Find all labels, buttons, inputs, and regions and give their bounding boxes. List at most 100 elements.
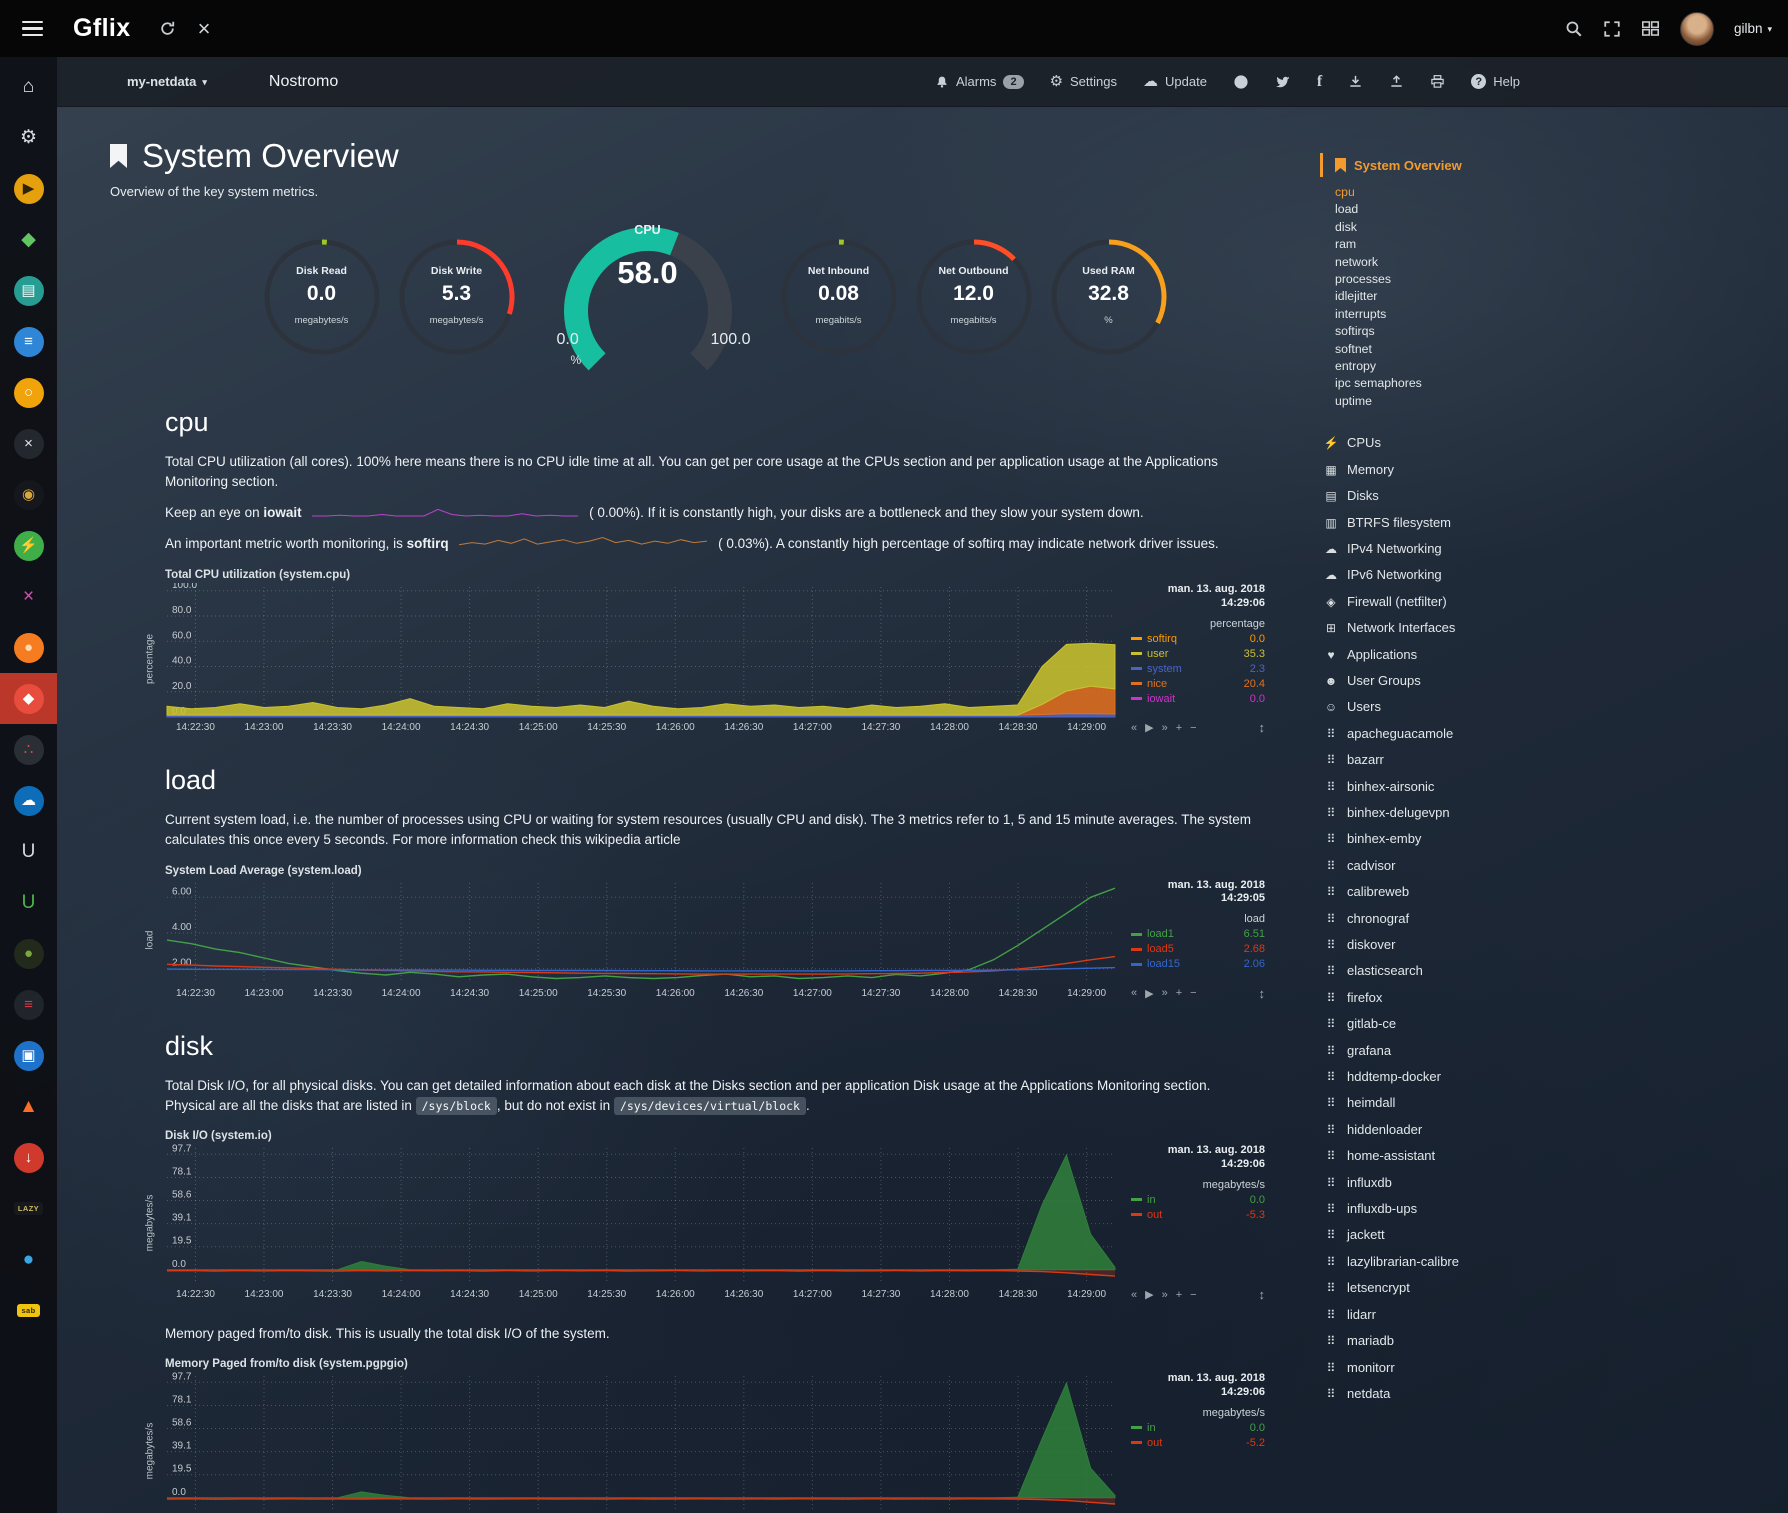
app-teal-stack[interactable]: ▤ (0, 265, 57, 316)
user-menu[interactable]: gilbn ▾ (1733, 21, 1772, 36)
app-settings[interactable]: ⚙ (0, 112, 57, 163)
sidebar-item-monitorr[interactable]: ⠿ monitorr (1320, 1355, 1570, 1381)
chart-zoom-out-icon[interactable]: − (1190, 987, 1197, 999)
app-olive-round[interactable]: ● (0, 928, 57, 979)
legend-row-nice[interactable]: nice 20.4 (1131, 678, 1265, 690)
chart-play-icon[interactable]: ▶ (1145, 1289, 1154, 1301)
legend-row-load5[interactable]: load5 2.68 (1131, 943, 1265, 955)
sidebar-item-network-interfaces[interactable]: ⊞ Network Interfaces (1320, 615, 1570, 641)
sidebar-item-interrupts[interactable]: interrupts (1335, 306, 1387, 321)
app-orange-flame[interactable]: ▲ (0, 1081, 57, 1132)
sidebar-item-binhex-delugevpn[interactable]: ⠿ binhex-delugevpn (1320, 800, 1570, 826)
legend-row-load15[interactable]: load15 2.06 (1131, 958, 1265, 970)
app-blue-window[interactable]: ▣ (0, 1030, 57, 1081)
chart-zoom-in-icon[interactable]: + (1175, 721, 1183, 734)
sidebar-item-jackett[interactable]: ⠿ jackett (1320, 1222, 1570, 1248)
github-icon[interactable] (1233, 74, 1249, 90)
sidebar-item-binhex-emby[interactable]: ⠿ binhex-emby (1320, 826, 1570, 852)
sidebar-item-disks[interactable]: ▤ Disks (1320, 483, 1570, 509)
app-red-download[interactable]: ↓ (0, 1132, 57, 1183)
cpu-chart[interactable]: Total CPU utilization (system.cpu) perce… (145, 569, 1266, 735)
cpu-chart-plot[interactable]: percentage 14:22:30 14:23:00 14:23:30 14:24:… (145, 583, 1117, 735)
chart-pan-end-icon[interactable]: » (1161, 987, 1168, 999)
legend-row-iowait[interactable]: iowait 0.0 (1131, 693, 1265, 705)
sidebar-item-letsencrypt[interactable]: ⠿ letsencrypt (1320, 1275, 1570, 1301)
sidebar-item-heimdall[interactable]: ⠿ heimdall (1320, 1090, 1570, 1116)
app-blue-cloud[interactable]: ☁ (0, 775, 57, 826)
sidebar-item-idlejitter[interactable]: idlejitter (1335, 289, 1378, 304)
sidebar-item-elasticsearch[interactable]: ⠿ elasticsearch (1320, 958, 1570, 984)
sidebar-item-softnet[interactable]: softnet (1335, 341, 1372, 356)
sidebar-item-influxdb[interactable]: ⠿ influxdb (1320, 1170, 1570, 1196)
app-orange-search[interactable]: ○ (0, 367, 57, 418)
sidebar-item-home-assistant[interactable]: ⠿ home-assistant (1320, 1143, 1570, 1169)
update-button[interactable]: ☁ Update (1143, 73, 1207, 90)
app-green-bolt[interactable]: ⚡ (0, 520, 57, 571)
refresh-icon[interactable] (159, 20, 176, 37)
search-icon[interactable] (1565, 20, 1583, 38)
menu-icon[interactable] (16, 13, 49, 45)
chart-zoom-out-icon[interactable]: − (1190, 721, 1197, 734)
multi-screen-icon[interactable] (1641, 19, 1660, 38)
print-icon[interactable] (1430, 74, 1445, 89)
sidebar-item-applications[interactable]: ♥ Applications (1320, 642, 1570, 668)
sidebar-item-netdata[interactable]: ⠿ netdata (1320, 1381, 1570, 1407)
sidebar-item-firefox[interactable]: ⠿ firefox (1320, 985, 1570, 1011)
sidebar-item-hiddenloader[interactable]: ⠿ hiddenloader (1320, 1117, 1570, 1143)
sidebar-item-uptime[interactable]: uptime (1335, 393, 1372, 408)
app-orange-play[interactable]: ▶ (0, 163, 57, 214)
app-green-u[interactable]: U (0, 877, 57, 928)
legend-row-in[interactable]: in 0.0 (1131, 1422, 1265, 1434)
sidebar-item-network[interactable]: network (1335, 254, 1379, 269)
app-gray-u[interactable]: U (0, 826, 57, 877)
chart-zoom-in-icon[interactable]: + (1175, 1288, 1183, 1301)
sidebar-item-ipv6-networking[interactable]: ☁ IPv6 Networking (1320, 562, 1570, 588)
sidebar-item-calibreweb[interactable]: ⠿ calibreweb (1320, 879, 1570, 905)
legend-row-out[interactable]: out -5.2 (1131, 1437, 1265, 1449)
app-dark-round[interactable]: ◉ (0, 469, 57, 520)
download-icon[interactable] (1348, 74, 1363, 89)
sidebar-item-load[interactable]: load (1335, 202, 1359, 217)
sidebar-item-user-groups[interactable]: ☻ User Groups (1320, 668, 1570, 694)
avatar[interactable] (1679, 11, 1714, 46)
load-chart[interactable]: System Load Average (system.load) load 14… (145, 865, 1266, 1001)
sidebar-item-grafana[interactable]: ⠿ grafana (1320, 1038, 1570, 1064)
sidebar-item-disk[interactable]: disk (1335, 219, 1357, 234)
disk-chart-plot[interactable]: megabytes/s 14:22:30 14:23:00 14:23:30 14:24… (145, 1144, 1117, 1302)
twitter-icon[interactable] (1275, 74, 1291, 90)
facebook-icon[interactable]: f (1316, 72, 1323, 90)
sidebar-item-lazylibrarian-calibre[interactable]: ⠿ lazylibrarian-calibre (1320, 1249, 1570, 1275)
upload-icon[interactable] (1389, 74, 1404, 89)
sidebar-item-entropy[interactable]: entropy (1335, 359, 1377, 374)
pgpgio-chart[interactable]: Memory Paged from/to disk (system.pgpgio… (145, 1358, 1265, 1513)
chart-pan-begin-icon[interactable]: « (1131, 721, 1138, 734)
chart-pan-begin-icon[interactable]: « (1131, 987, 1138, 999)
disk-chart[interactable]: Disk I/O (system.io) megabytes/s 14:22:30… (145, 1130, 1266, 1302)
chart-zoom-in-icon[interactable]: + (1175, 987, 1183, 999)
legend-row-in[interactable]: in 0.0 (1131, 1194, 1265, 1206)
sidebar-item-ram[interactable]: ram (1335, 237, 1357, 252)
chart-zoom-out-icon[interactable]: − (1190, 1288, 1197, 1301)
server-dropdown[interactable]: my-netdata ▾ (127, 74, 207, 89)
sidebar-item-memory[interactable]: ▦ Memory (1320, 457, 1570, 483)
app-orange-round[interactable]: ● (0, 622, 57, 673)
app-red-dots[interactable]: ∴ (0, 724, 57, 775)
app-red-bars[interactable]: ≡ (0, 979, 57, 1030)
chart-resize-handle[interactable]: ↕ (1258, 1287, 1266, 1302)
sidebar-item-cadvisor[interactable]: ⠿ cadvisor (1320, 853, 1570, 879)
pgpgio-chart-plot[interactable]: megabytes/s14:22:3014:23:0014:23:3014:24… (145, 1372, 1117, 1513)
sidebar-item-processes[interactable]: processes (1335, 272, 1392, 287)
sidebar-item-lidarr[interactable]: ⠿ lidarr (1320, 1302, 1570, 1328)
chart-pan-end-icon[interactable]: » (1161, 1288, 1168, 1301)
legend-row-out[interactable]: out -5.3 (1131, 1209, 1265, 1221)
sidebar-item-softirqs[interactable]: softirqs (1335, 324, 1375, 339)
alarms-button[interactable]: Alarms 2 (935, 74, 1024, 89)
legend-row-softirq[interactable]: softirq 0.0 (1131, 633, 1265, 645)
sidebar-item-cpu[interactable]: cpu (1335, 185, 1355, 199)
legend-row-load1[interactable]: load1 6.51 (1131, 928, 1265, 940)
app-pink-x[interactable]: × (0, 571, 57, 622)
sidebar-item-chronograf[interactable]: ⠿ chronograf (1320, 906, 1570, 932)
settings-button[interactable]: ⚙ Settings (1049, 73, 1117, 90)
legend-row-user[interactable]: user 35.3 (1131, 648, 1265, 660)
sidebar-item-diskover[interactable]: ⠿ diskover (1320, 932, 1570, 958)
